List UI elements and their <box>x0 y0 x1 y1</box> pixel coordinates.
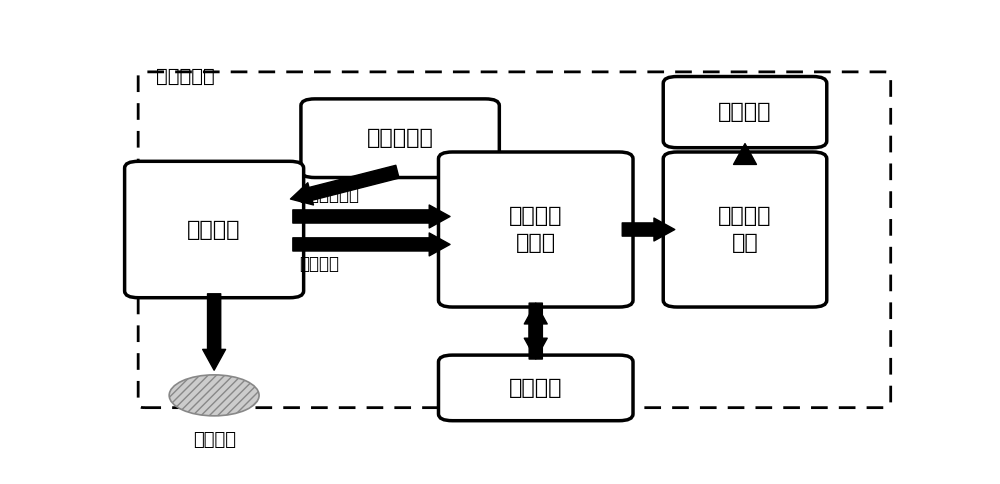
Text: 外部存储: 外部存储 <box>509 378 562 398</box>
Text: 拉曼光谱
数据库: 拉曼光谱 数据库 <box>509 206 562 253</box>
Text: 检测探针: 检测探针 <box>187 220 241 240</box>
FancyArrowPatch shape <box>290 166 399 205</box>
FancyBboxPatch shape <box>438 152 633 307</box>
FancyArrowPatch shape <box>524 303 547 359</box>
FancyArrowPatch shape <box>734 144 756 165</box>
Text: 数据比对: 数据比对 <box>299 255 339 273</box>
FancyArrowPatch shape <box>293 233 450 256</box>
Text: 检测仪主体: 检测仪主体 <box>156 67 215 86</box>
Text: 存储单元: 存储单元 <box>718 102 772 122</box>
FancyArrowPatch shape <box>524 303 547 359</box>
Ellipse shape <box>169 375 259 416</box>
FancyBboxPatch shape <box>663 76 827 148</box>
Text: 拉曼光谱信号: 拉曼光谱信号 <box>299 186 359 204</box>
Text: 分析显示
模块: 分析显示 模块 <box>718 206 772 253</box>
Text: 微痕样品: 微痕样品 <box>193 431 236 449</box>
FancyBboxPatch shape <box>438 355 633 421</box>
FancyBboxPatch shape <box>663 152 827 307</box>
FancyBboxPatch shape <box>125 161 304 298</box>
FancyArrowPatch shape <box>622 218 675 241</box>
FancyBboxPatch shape <box>301 99 499 178</box>
Text: 激光器模块: 激光器模块 <box>367 128 434 148</box>
FancyArrowPatch shape <box>203 294 226 370</box>
FancyArrowPatch shape <box>293 205 450 228</box>
